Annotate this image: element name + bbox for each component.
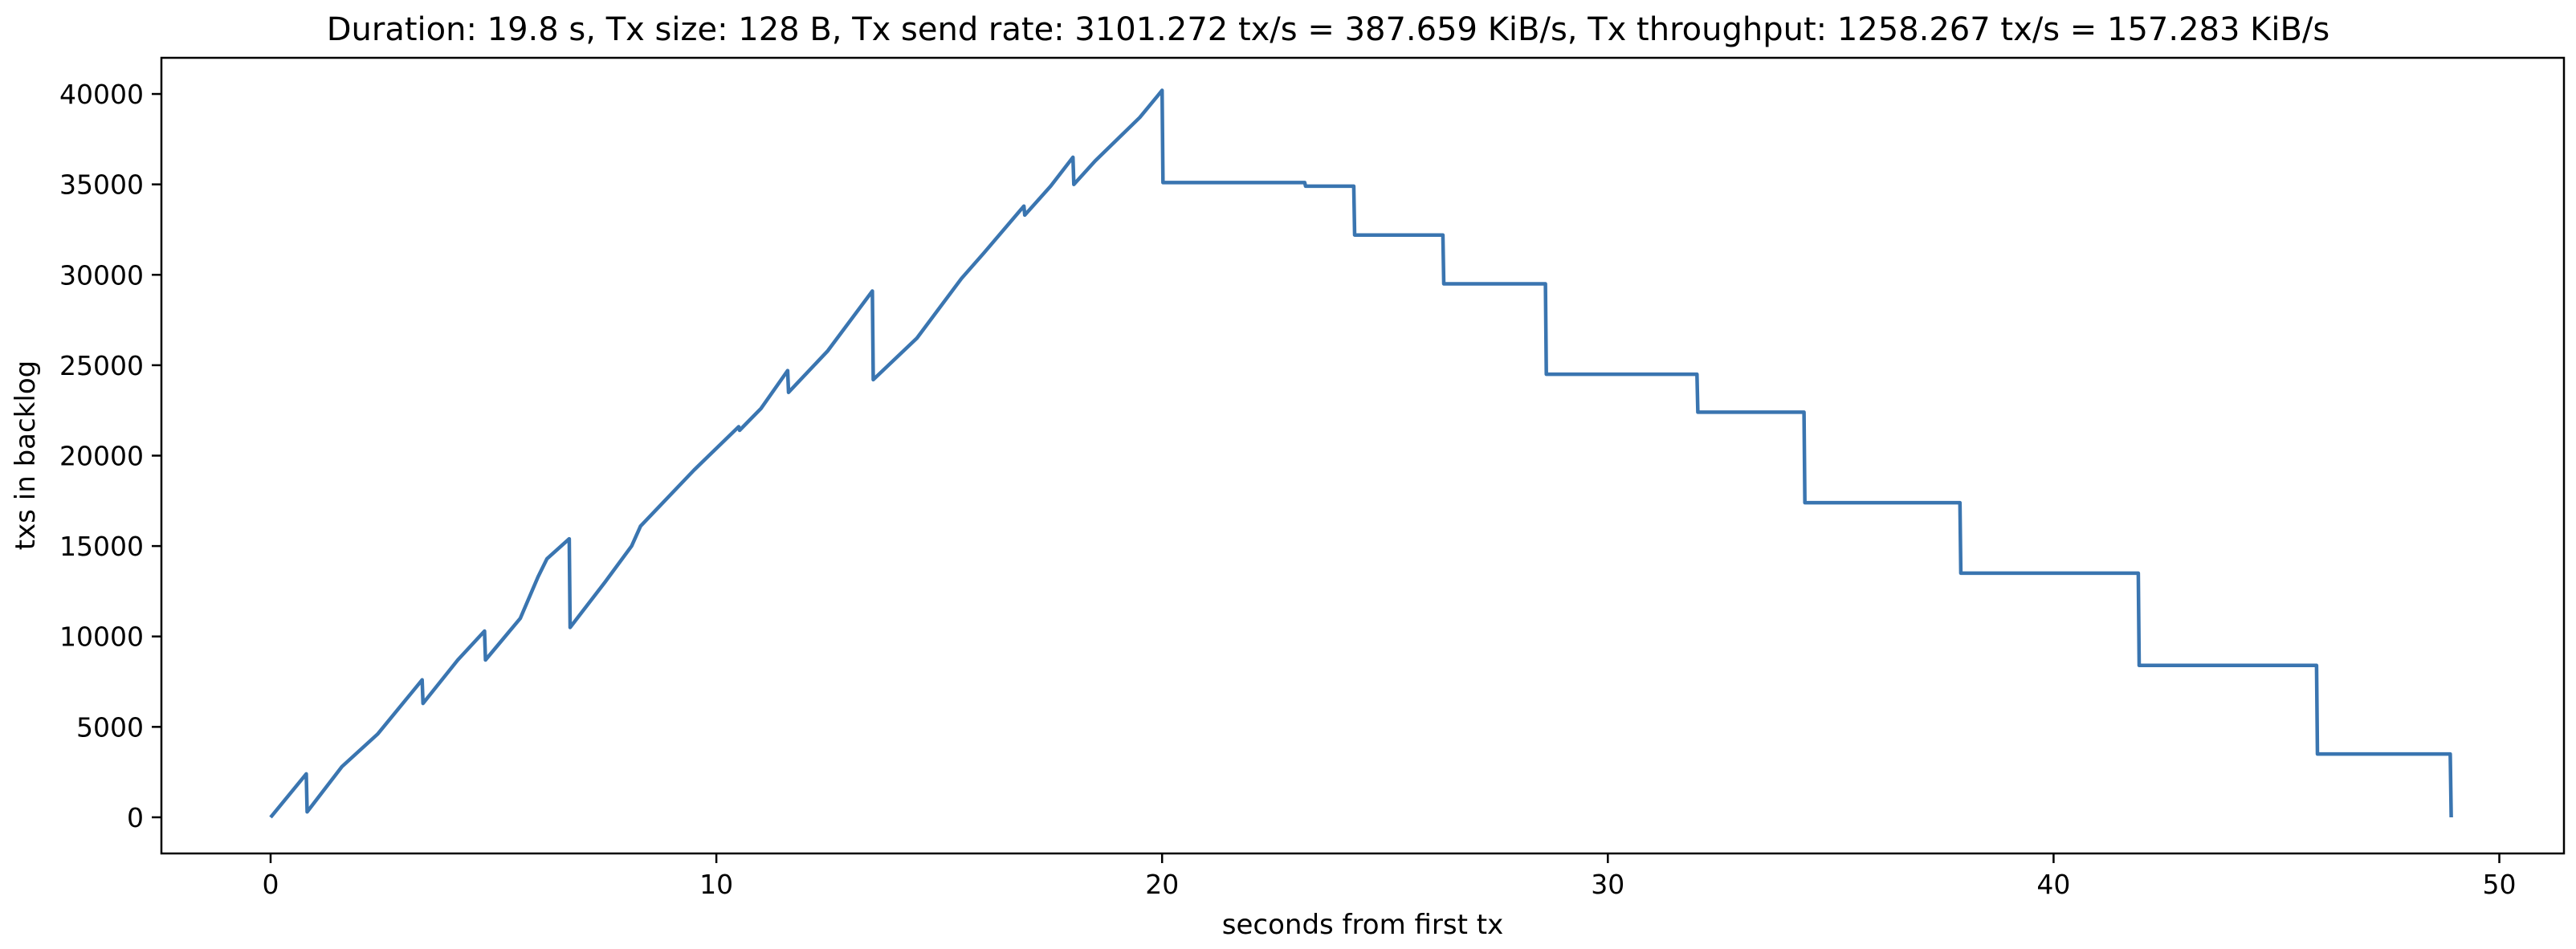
y-tick-label: 10000 xyxy=(59,621,144,653)
y-tick-label: 15000 xyxy=(59,531,144,562)
x-tick-label: 10 xyxy=(699,869,733,900)
plot-frame xyxy=(160,56,2566,855)
y-tick-label: 35000 xyxy=(59,169,144,201)
y-tick-label: 0 xyxy=(127,802,144,833)
x-tick-label: 40 xyxy=(2036,869,2070,900)
x-tick-label: 30 xyxy=(1591,869,1624,900)
chart-title: Duration: 19.8 s, Tx size: 128 B, Tx sen… xyxy=(327,11,2330,48)
x-tick-label: 0 xyxy=(263,869,279,900)
x-tick-label: 50 xyxy=(2483,869,2517,900)
x-axis-label: seconds from first tx xyxy=(1222,909,1503,941)
y-tick-label: 20000 xyxy=(59,441,144,472)
y-tick-label: 25000 xyxy=(59,350,144,381)
y-tick-label: 40000 xyxy=(59,79,144,110)
x-axis: 0 10 20 30 40 50 xyxy=(263,853,2517,900)
series-line xyxy=(269,88,2453,819)
y-axis: 0 5000 10000 15000 20000 25000 30000 35000 40000 xyxy=(59,79,161,833)
y-tick-label: 5000 xyxy=(76,711,144,743)
y-tick-label: 30000 xyxy=(59,259,144,291)
x-tick-label: 20 xyxy=(1145,869,1179,900)
y-axis-label: txs in backlog xyxy=(10,360,42,550)
